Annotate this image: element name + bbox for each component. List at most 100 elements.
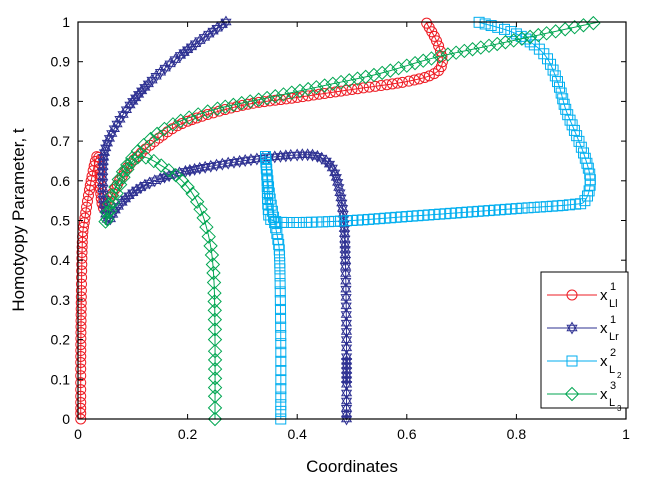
data-point-marker (358, 69, 373, 85)
data-point-marker (408, 74, 420, 86)
x-tick-label: 0 (74, 426, 82, 442)
legend-item: x 1 Lr (547, 314, 619, 343)
data-point-marker (261, 169, 273, 181)
data-point-marker (540, 201, 552, 213)
data-point-marker (99, 205, 115, 220)
data-point-marker (528, 201, 540, 213)
data-point-marker (261, 180, 273, 192)
data-point-marker (268, 89, 283, 104)
data-point-marker (220, 15, 232, 29)
data-point-marker (534, 201, 546, 213)
data-point-marker (549, 70, 561, 82)
data-point-marker (146, 153, 162, 169)
data-point-marker (131, 183, 143, 197)
legend-item: x 3L 3 (547, 380, 622, 413)
legend-label-subscript: Ll (609, 298, 618, 310)
data-point-marker (576, 18, 591, 33)
data-point-marker (135, 181, 147, 195)
data-point-marker (269, 94, 281, 106)
data-point-marker (109, 186, 124, 201)
data-point-marker (75, 297, 87, 309)
data-point-marker (106, 195, 121, 210)
data-point-marker (120, 157, 135, 173)
data-point-marker (76, 252, 88, 264)
legend-label-superscript: 1 (610, 314, 616, 326)
data-point-marker (586, 15, 601, 31)
data-point-marker (269, 217, 281, 229)
y-tick-label: 0.5 (51, 213, 71, 229)
data-point-marker (80, 207, 92, 219)
data-point-marker (253, 96, 265, 108)
data-point-marker (275, 399, 287, 411)
data-point-marker (226, 97, 241, 113)
data-point-marker (485, 20, 497, 32)
legend-label-superscript: 2 (610, 347, 616, 359)
data-point-marker (297, 91, 309, 103)
data-point-marker (381, 79, 393, 91)
data-point-marker (75, 390, 87, 402)
data-point-marker (546, 200, 558, 212)
data-point-marker (81, 195, 93, 207)
data-point-marker (75, 377, 87, 389)
data-point-marker (583, 185, 595, 197)
data-point-marker (413, 73, 425, 85)
data-point-marker (557, 93, 569, 105)
data-point-marker (168, 167, 183, 183)
y-axis-label: Homotyopy Parameter, t (9, 128, 28, 312)
data-point-marker (275, 346, 287, 358)
data-point-marker (274, 303, 286, 315)
y-tick-label: 1 (62, 14, 70, 30)
data-point-marker (205, 257, 221, 272)
data-point-marker (481, 38, 497, 54)
legend-marker-circle (566, 289, 578, 301)
data-point-marker (75, 363, 87, 375)
data-point-marker (75, 303, 87, 315)
data-point-marker (102, 203, 118, 219)
data-point-marker (510, 28, 522, 40)
data-point-marker (104, 188, 120, 203)
data-point-marker (97, 165, 109, 179)
data-point-marker (207, 380, 223, 395)
data-point-marker (207, 303, 222, 318)
data-point-marker (275, 383, 287, 395)
data-point-marker (399, 58, 415, 73)
data-point-marker (479, 18, 491, 30)
data-point-marker (274, 270, 286, 282)
data-point-marker (75, 350, 87, 362)
data-point-marker (567, 20, 582, 35)
data-point-marker (207, 107, 219, 119)
y-tick-label: 0.1 (51, 371, 71, 387)
data-point-marker (392, 77, 404, 89)
data-point-marker (219, 104, 231, 116)
data-point-marker (275, 355, 287, 367)
data-point-marker (207, 343, 223, 359)
data-point-marker (274, 286, 286, 298)
x-tick-label: 0.8 (507, 426, 527, 442)
legend-marker-star (566, 321, 578, 335)
data-point-marker (225, 102, 237, 114)
data-point-marker (363, 81, 375, 93)
data-point-marker (498, 23, 510, 35)
data-point-marker (174, 173, 190, 189)
data-point-marker (102, 197, 117, 212)
y-tick-label: 0.2 (51, 332, 71, 348)
data-point-marker (166, 123, 178, 135)
data-point-marker (563, 199, 575, 211)
data-point-marker (557, 22, 573, 37)
y-tick-label: 0.3 (51, 292, 71, 308)
data-point-marker (317, 216, 329, 228)
legend-label-subscript: L (609, 397, 615, 409)
data-point-marker (206, 275, 222, 290)
data-point-marker (578, 147, 590, 159)
data-point-marker (207, 361, 223, 377)
data-point-marker (338, 227, 351, 241)
data-point-marker (284, 85, 299, 100)
data-point-marker (115, 164, 131, 179)
legend-item: x 1 Ll (547, 281, 618, 310)
legend-label-subsubscript: 2 (617, 371, 622, 380)
y-tick-label: 0.4 (51, 252, 71, 268)
data-point-marker (514, 31, 530, 46)
data-point-marker (153, 158, 169, 173)
data-point-marker (575, 141, 587, 153)
